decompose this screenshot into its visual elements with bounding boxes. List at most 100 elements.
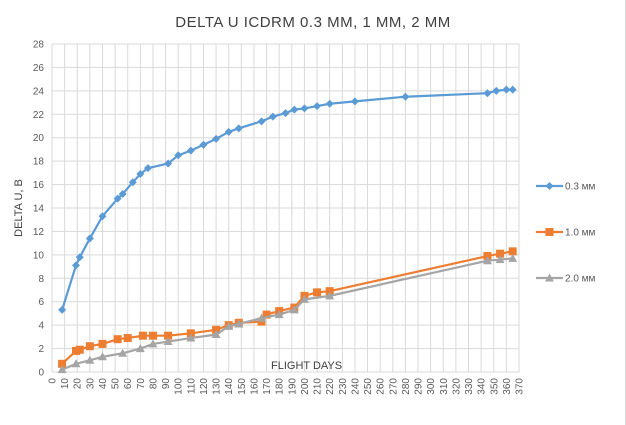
triangle-marker [57, 365, 67, 374]
y-tick-label: 2 [38, 344, 44, 355]
y-tick-label: 22 [33, 110, 45, 121]
x-tick-label: 280 [401, 378, 412, 395]
triangle-marker [274, 310, 284, 319]
square-marker [186, 329, 195, 338]
triangle-marker [508, 253, 518, 262]
x-tick-label: 300 [426, 378, 437, 395]
diamond-marker [257, 117, 266, 126]
square-marker [138, 331, 147, 340]
x-tick-label: 320 [451, 378, 462, 395]
series-2-0--- [57, 253, 518, 374]
x-tick-label: 270 [388, 378, 399, 395]
x-tick-label: 370 [515, 378, 526, 395]
diamond-marker [186, 146, 195, 155]
x-tick-label: 360 [502, 378, 513, 395]
diamond-marker [325, 99, 334, 108]
x-tick-label: 60 [123, 378, 134, 390]
x-tick-label: 290 [414, 378, 425, 395]
x-tick-label: 110 [186, 378, 197, 394]
square-marker [98, 339, 107, 348]
legend-triangle-marker [545, 273, 554, 282]
y-tick-label: 6 [38, 297, 44, 308]
square-marker [483, 252, 492, 261]
x-tick-label: 160 [249, 378, 260, 395]
gridlines [51, 43, 520, 373]
square-marker [257, 317, 266, 326]
x-tick-label: 170 [262, 378, 273, 395]
x-tick-label: 10 [60, 378, 71, 390]
square-marker [325, 287, 334, 296]
square-marker [113, 335, 122, 344]
square-marker [58, 359, 67, 368]
x-axis-label: FLIGHT DAYS [271, 360, 342, 372]
diamond-marker [75, 253, 84, 262]
y-tick-label: 12 [33, 227, 45, 238]
diamond-marker [234, 124, 243, 133]
diamond-marker [300, 104, 309, 113]
x-tick-label: 210 [313, 378, 324, 395]
x-tick-label: 70 [136, 378, 147, 390]
square-marker [508, 247, 517, 256]
diamond-marker [281, 109, 290, 118]
triangle-marker [234, 319, 244, 328]
x-tick-label: 180 [275, 378, 286, 395]
diamond-marker [350, 97, 359, 106]
diamond-marker [143, 164, 152, 173]
square-marker [164, 331, 173, 340]
x-tick-label: 50 [111, 378, 122, 390]
square-marker [496, 249, 505, 258]
triangle-marker [71, 359, 81, 368]
y-tick-label: 8 [38, 274, 44, 285]
legend-label: 2.0 мм [565, 274, 596, 285]
x-tick-labels: 0 10 20 30 40 50 60 70 80 90 100 110 120 130 140 150 160… [48, 378, 526, 395]
y-tick-label: 24 [33, 86, 45, 97]
series-0-3--- [58, 85, 517, 314]
triangle-marker [135, 344, 145, 353]
diamond-marker [508, 85, 517, 94]
diamond-marker [71, 261, 80, 270]
square-marker [313, 288, 322, 297]
x-tick-label: 330 [464, 378, 475, 395]
y-tick-label: 26 [33, 63, 45, 74]
diamond-marker [113, 194, 122, 203]
triangle-marker [289, 305, 299, 314]
y-tick-label: 20 [33, 133, 45, 144]
legend-label: 0.3 мм [565, 182, 596, 193]
x-tick-label: 130 [212, 378, 223, 395]
y-tick-label: 28 [33, 40, 45, 51]
legend-square-marker [545, 228, 554, 236]
triangle-marker [325, 291, 335, 300]
triangle-marker [186, 333, 196, 342]
x-tick-label: 250 [363, 378, 374, 395]
y-tick-label: 14 [33, 204, 45, 215]
x-tick-label: 260 [376, 378, 387, 395]
legend-diamond-marker [545, 182, 554, 190]
triangle-marker [495, 255, 505, 264]
triangle-marker [163, 337, 173, 346]
square-marker [123, 334, 132, 343]
diamond-marker [136, 170, 145, 179]
triangle-marker [148, 339, 158, 348]
diamond-marker [224, 127, 233, 136]
square-marker [75, 345, 84, 354]
triangle-marker [482, 256, 492, 265]
triangle-marker [85, 355, 95, 364]
triangle-marker [211, 330, 221, 339]
y-tick-label: 0 [38, 368, 44, 379]
diamond-marker [401, 92, 410, 101]
x-tick-label: 240 [350, 378, 361, 395]
diamond-marker [85, 234, 94, 243]
diamond-marker [118, 189, 127, 198]
triangle-marker [97, 352, 107, 361]
diamond-marker [313, 102, 322, 111]
x-tick-label: 220 [325, 378, 336, 395]
triangle-marker [299, 294, 309, 303]
x-tick-label: 100 [174, 378, 185, 395]
x-tick-label: 0 [48, 378, 59, 384]
y-tick-label: 4 [38, 321, 44, 332]
x-tick-label: 200 [300, 378, 311, 395]
series-line [61, 257, 513, 371]
diamond-marker [492, 86, 501, 95]
